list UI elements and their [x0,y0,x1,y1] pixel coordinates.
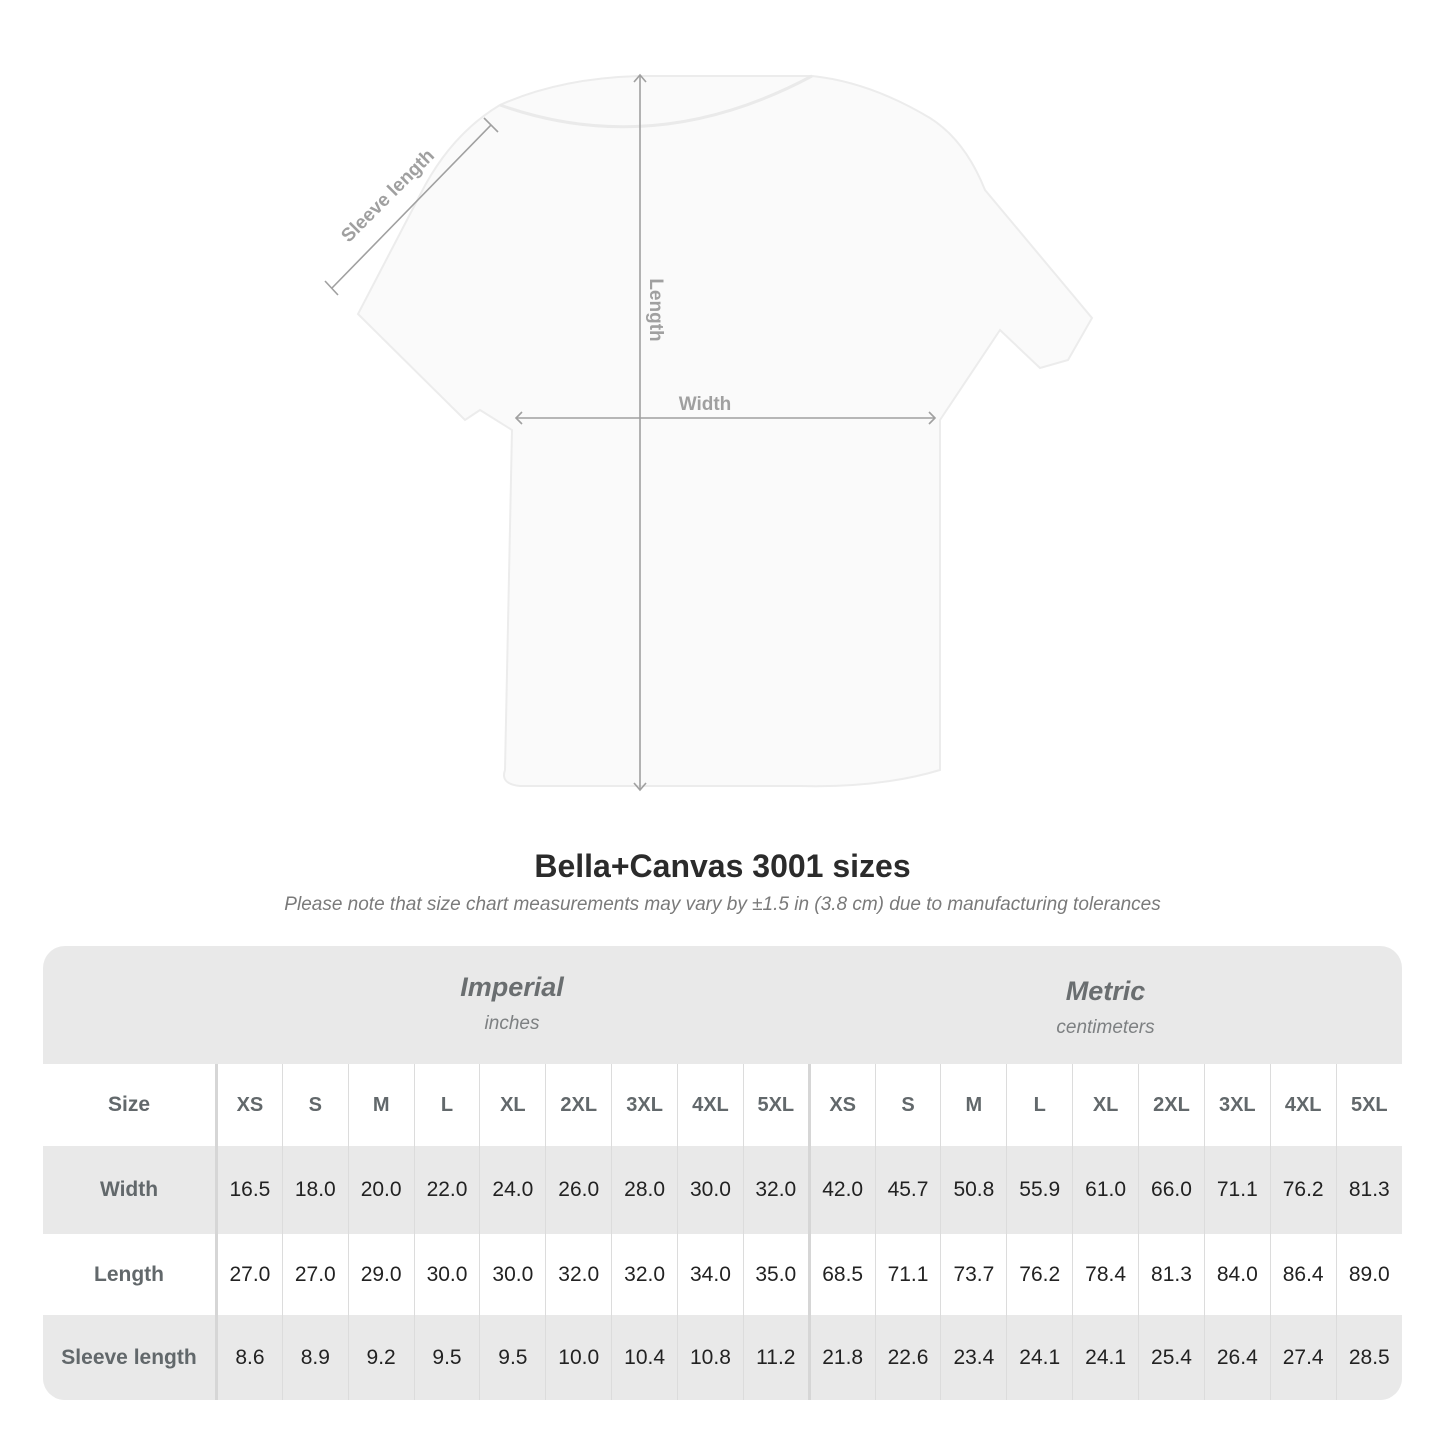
imperial-value: 10.4 [611,1315,678,1400]
metric-size-4xl: 4XL [1269,1064,1337,1146]
metric-value: 42.0 [807,1146,876,1234]
imperial-value: 9.2 [347,1315,415,1400]
metric-size-s: S [874,1064,941,1146]
metric-unit: centimeters [1056,1017,1155,1038]
imperial-value: 18.0 [281,1146,349,1234]
imperial-value: 35.0 [742,1234,810,1315]
imperial-value: 20.0 [347,1146,415,1234]
measure-arrows [324,73,937,792]
chart-title: Bella+Canvas 3001 sizes [534,848,911,884]
imperial-value: 32.0 [742,1146,810,1234]
row-label: Length [43,1234,218,1315]
tshirt-shape [356,75,1094,788]
metric-size-xs: XS [807,1064,876,1146]
metric-title: Metric [1065,976,1146,1006]
imperial-value: 29.0 [347,1234,415,1315]
imperial-value: 11.2 [742,1315,810,1400]
imperial-size-5xl: 5XL [742,1064,810,1146]
table-header-row: Size XS S M L XL 2XL 3XL 4XL 5XL XS S M L XL 2XL 3XL 4XL 5… [43,1064,1402,1146]
imperial-size-s: S [281,1064,349,1146]
metric-value: 71.1 [1203,1146,1271,1234]
imperial-value: 10.8 [677,1315,744,1400]
imperial-value: 22.0 [413,1146,480,1234]
imperial-value: 30.0 [413,1234,480,1315]
metric-value: 24.1 [1072,1315,1139,1400]
imperial-value: 8.6 [216,1315,283,1400]
metric-value: 78.4 [1072,1234,1139,1315]
metric-value: 86.4 [1269,1234,1337,1315]
imperial-value: 28.0 [611,1146,678,1234]
imperial-size-2xl: 2XL [545,1064,612,1146]
metric-value: 22.6 [874,1315,941,1400]
imperial-size-xl: XL [479,1064,546,1146]
imperial-header: Imperial inches [215,972,809,1035]
metric-value: 25.4 [1138,1315,1205,1400]
size-header: Size [43,1064,218,1146]
metric-value: 28.5 [1335,1315,1402,1400]
table-row: Sleeve length 8.6 8.9 9.2 9.5 9.5 10.0 10.4 10.8… [43,1315,1402,1400]
metric-value: 55.9 [1006,1146,1073,1234]
imperial-value: 9.5 [479,1315,546,1400]
metric-size-3xl: 3XL [1203,1064,1271,1146]
tshirt-diagram: Sleeve length Length Width [324,73,1094,792]
metric-value: 26.4 [1203,1315,1271,1400]
metric-size-l: L [1006,1064,1073,1146]
imperial-value: 24.0 [479,1146,546,1234]
imperial-title: Imperial [460,972,564,1002]
metric-value: 24.1 [1006,1315,1073,1400]
metric-value: 23.4 [940,1315,1007,1400]
metric-size-2xl: 2XL [1138,1064,1205,1146]
imperial-value: 8.9 [281,1315,349,1400]
metric-size-xl: XL [1072,1064,1139,1146]
imperial-value: 26.0 [545,1146,612,1234]
imperial-value: 32.0 [545,1234,612,1315]
tolerance-note: Please note that size chart measurements… [284,894,1161,915]
imperial-size-l: L [413,1064,480,1146]
imperial-value: 27.0 [281,1234,349,1315]
imperial-size-m: M [347,1064,415,1146]
metric-value: 81.3 [1335,1146,1402,1234]
metric-value: 84.0 [1203,1234,1271,1315]
metric-value: 89.0 [1335,1234,1402,1315]
imperial-value: 34.0 [677,1234,744,1315]
metric-size-m: M [940,1064,1007,1146]
length-label: Length [645,278,666,341]
metric-value: 45.7 [874,1146,941,1234]
metric-value: 71.1 [874,1234,941,1315]
row-label: Width [43,1146,218,1234]
row-label: Sleeve length [43,1315,218,1400]
width-label: Width [679,394,732,415]
metric-value: 76.2 [1269,1146,1337,1234]
imperial-size-xs: XS [216,1064,283,1146]
metric-value: 61.0 [1072,1146,1139,1234]
table-row: Length 27.0 27.0 29.0 30.0 30.0 32.0 32.0 34.0 35… [43,1234,1402,1315]
metric-header: Metric centimeters [809,976,1402,1039]
imperial-value: 16.5 [216,1146,283,1234]
metric-value: 68.5 [807,1234,876,1315]
imperial-size-4xl: 4XL [677,1064,744,1146]
metric-size-5xl: 5XL [1335,1064,1402,1146]
table-row: Width 16.5 18.0 20.0 22.0 24.0 26.0 28.0 30.0 32.… [43,1146,1402,1234]
metric-value: 76.2 [1006,1234,1073,1315]
metric-value: 27.4 [1269,1315,1337,1400]
neckline [499,74,813,129]
size-table-card: Imperial inches Metric centimeters Size X… [43,946,1402,1400]
metric-value: 21.8 [807,1315,876,1400]
imperial-value: 27.0 [216,1234,283,1315]
metric-value: 73.7 [940,1234,1007,1315]
imperial-value: 32.0 [611,1234,678,1315]
imperial-unit: inches [484,1013,540,1034]
imperial-value: 9.5 [413,1315,480,1400]
metric-value: 50.8 [940,1146,1007,1234]
metric-value: 66.0 [1138,1146,1205,1234]
size-table: Size XS S M L XL 2XL 3XL 4XL 5XL XS S M L XL 2XL 3XL 4XL 5… [43,1064,1402,1400]
imperial-value: 10.0 [545,1315,612,1400]
imperial-value: 30.0 [479,1234,546,1315]
imperial-value: 30.0 [677,1146,744,1234]
imperial-size-3xl: 3XL [611,1064,678,1146]
metric-value: 81.3 [1138,1234,1205,1315]
